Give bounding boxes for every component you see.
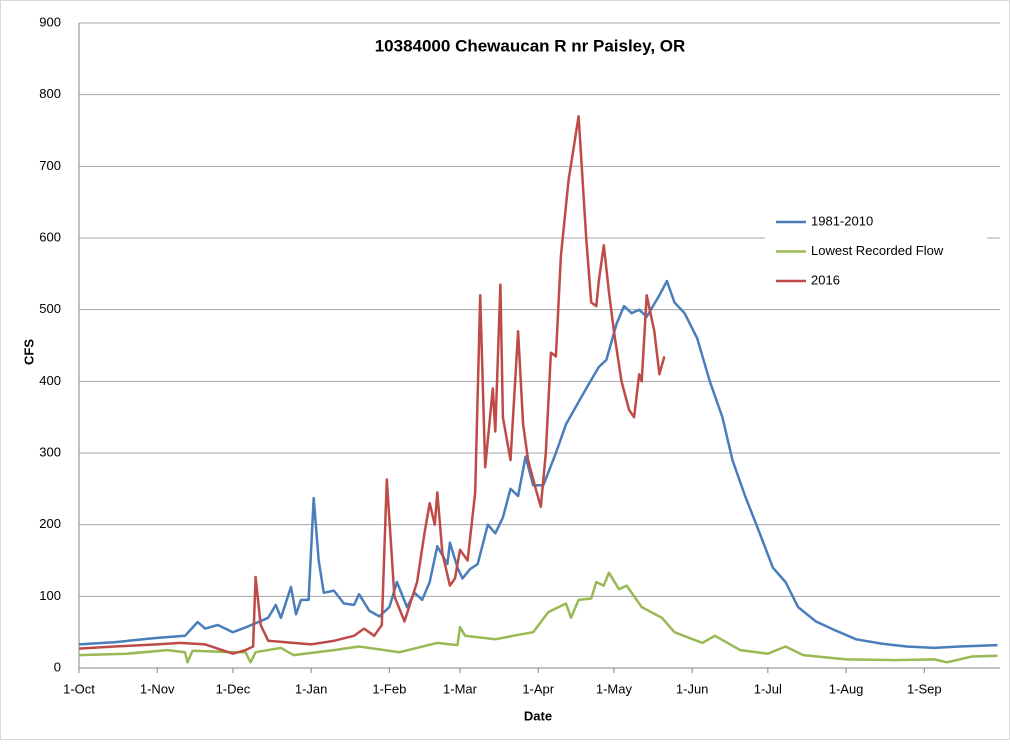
series-line	[78, 279, 998, 650]
y-tick-label: 300	[39, 444, 61, 459]
y-axis-label: CFS	[21, 339, 36, 365]
x-axis-label: Date	[524, 708, 552, 723]
x-tick-label: 1-Mar	[443, 681, 478, 696]
chart-title: 10384000 Chewaucan R nr Paisley, OR	[375, 36, 686, 55]
y-tick-label: 800	[39, 86, 61, 101]
y-tick-label: 100	[39, 588, 61, 603]
series-line	[78, 114, 666, 655]
series-line	[78, 571, 998, 664]
x-tick-label: 1-Sep	[907, 681, 942, 696]
legend-label: 1981-2010	[811, 213, 873, 228]
y-tick-label: 400	[39, 373, 61, 388]
y-tick-label: 900	[39, 14, 61, 29]
legend-label: Lowest Recorded Flow	[811, 243, 944, 258]
legend-label: 2016	[811, 272, 840, 287]
x-tick-label: 1-Nov	[140, 681, 175, 696]
y-tick-label: 600	[39, 229, 61, 244]
x-tick-label: 1-Oct	[63, 681, 95, 696]
x-tick-label: 1-Dec	[216, 681, 251, 696]
x-tick-label: 1-Jan	[295, 681, 328, 696]
x-tick-label: 1-Jun	[676, 681, 709, 696]
x-tick-label: 1-Apr	[522, 681, 554, 696]
y-tick-label: 0	[54, 659, 61, 674]
x-tick-label: 1-May	[596, 681, 633, 696]
y-tick-label: 500	[39, 301, 61, 316]
legend: 1981-2010 Lowest Recorded Flow 2016	[765, 205, 987, 297]
y-tick-label: 700	[39, 158, 61, 173]
x-tick-label: 1-Aug	[829, 681, 864, 696]
x-tick-label: 1-Jul	[754, 681, 782, 696]
x-tick-label: 1-Feb	[372, 681, 406, 696]
y-tick-label: 200	[39, 516, 61, 531]
